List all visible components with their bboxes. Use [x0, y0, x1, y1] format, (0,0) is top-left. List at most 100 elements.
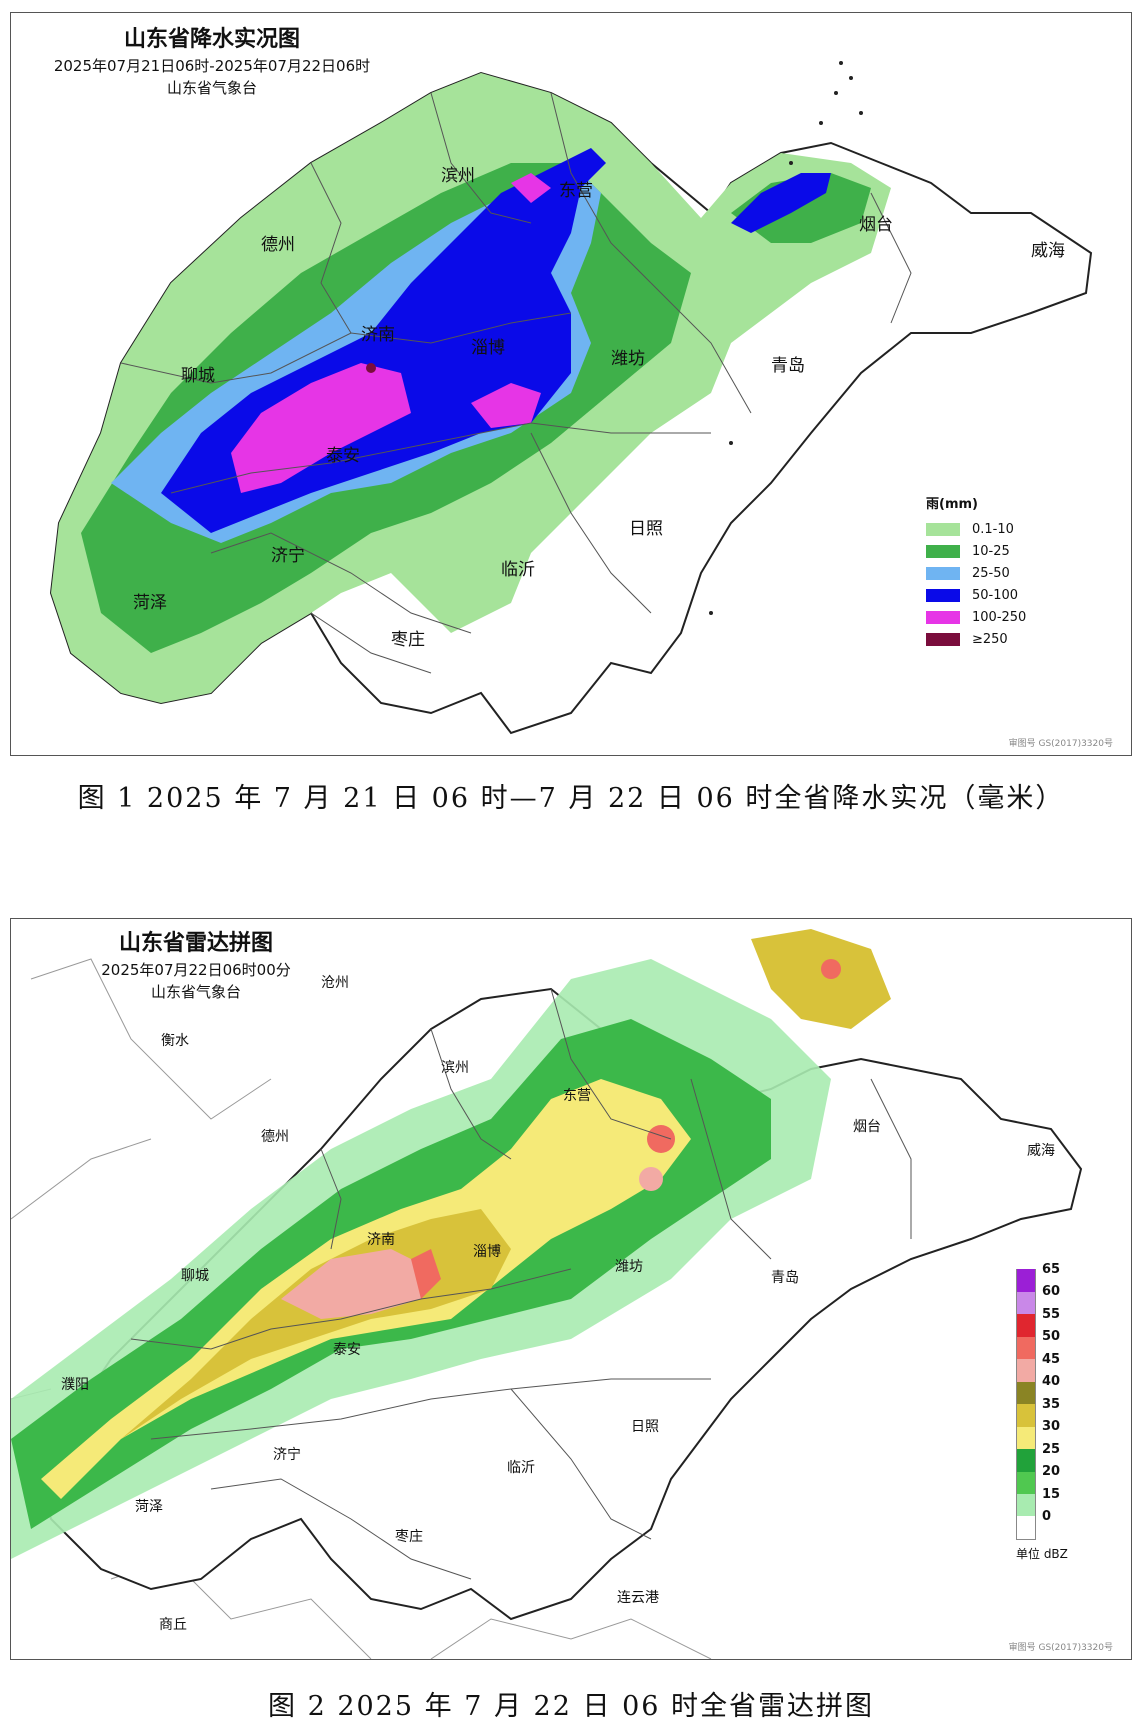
city-label: 东营 [559, 181, 593, 201]
offshore-islands [709, 61, 863, 615]
city-label: 威海 [1027, 1143, 1055, 1159]
city-label: 潍坊 [615, 1259, 643, 1275]
legend-swatch [1016, 1359, 1036, 1382]
legend-item: 45 [1016, 1352, 1068, 1382]
legend-item: 65 [1016, 1262, 1068, 1292]
legend-item: 25-50 [926, 562, 1026, 584]
city-label: 滨州 [441, 166, 475, 186]
map-approval-stamp: 审图号 GS(2017)3320号 [1008, 739, 1113, 749]
legend-swatch [1016, 1404, 1036, 1427]
rainfall-legend: 雨(mm) 0.1-10 10-25 25-50 50-100 100-250 … [926, 493, 1026, 650]
legend-swatch [926, 632, 960, 646]
city-label: 济宁 [273, 1446, 301, 1463]
legend-item: 30 [1016, 1419, 1068, 1449]
city-label: 青岛 [771, 1270, 799, 1286]
city-label: 沧州 [321, 974, 349, 991]
radar-map: 沧州 衡水 滨州 东营 德州 烟台 威海 济南 淄博 聊城 潍坊 青岛 濮阳 泰… [11, 929, 1083, 1659]
city-label: 日照 [631, 1419, 659, 1435]
city-label: 淄博 [471, 338, 505, 358]
city-label: 聊城 [181, 366, 215, 386]
map-title-block: 山东省雷达拼图 2025年07月22日06时00分 山东省气象台 [31, 929, 361, 1003]
rain-100-250-c [511, 173, 551, 203]
city-label: 连云港 [617, 1590, 659, 1606]
city-label: 泰安 [326, 446, 360, 466]
legend-swatch [1016, 1314, 1036, 1337]
echo-50 [411, 1249, 441, 1299]
city-labels: 沧州 衡水 滨州 东营 德州 烟台 威海 济南 淄博 聊城 潍坊 青岛 濮阳 泰… [61, 974, 1055, 1633]
city-label: 潍坊 [611, 349, 645, 369]
city-label: 商丘 [159, 1617, 187, 1633]
city-label: 菏泽 [135, 1499, 163, 1515]
legend-swatch [926, 566, 960, 580]
map-title: 山东省雷达拼图 [118, 931, 273, 956]
city-label: 青岛 [771, 356, 805, 376]
figure-caption: 图 1 2025 年 7 月 21 日 06 时—7 月 22 日 06 时全省… [77, 783, 1065, 814]
legend-swatch [1016, 1426, 1036, 1449]
legend-swatch [1016, 1381, 1036, 1404]
echo-45 [281, 1249, 431, 1319]
rain-100-250-b [471, 383, 541, 428]
echo-north [751, 929, 891, 1029]
legend-unit: 单位 dBZ [1016, 1547, 1068, 1561]
legend-swatch [926, 544, 960, 558]
echo-cell [647, 1125, 675, 1153]
prefecture-borders [120, 92, 912, 674]
city-label: 德州 [261, 235, 295, 255]
city-label: 淄博 [473, 1243, 501, 1260]
city-label: 临沂 [507, 1460, 535, 1476]
prefecture-borders [130, 988, 912, 1580]
city-label: 德州 [261, 1129, 289, 1145]
legend-item: 40 [1016, 1374, 1068, 1404]
city-label: 济宁 [271, 546, 305, 566]
rain-ge250 [366, 363, 376, 373]
precipitation-map: 滨州 东营 德州 烟台 威海 济南 淄博 潍坊 聊城 青岛 泰安 济宁 临沂 日… [49, 61, 1093, 735]
echo-cell [639, 1167, 663, 1191]
city-label: 濮阳 [61, 1377, 89, 1393]
legend-swatch [1016, 1471, 1036, 1494]
map-title-block: 山东省降水实况图 2025年07月21日06时-2025年07月22日06时 山… [17, 25, 407, 99]
legend-item: 10-25 [926, 540, 1026, 562]
city-label: 枣庄 [391, 630, 425, 650]
legend-item: 60 [1016, 1284, 1068, 1314]
legend-item: 0.1-10 [926, 518, 1026, 540]
city-label: 日照 [629, 519, 663, 539]
city-label: 威海 [1031, 241, 1065, 261]
legend-item: 0 [1016, 1509, 1068, 1540]
legend-item: 100-250 [926, 606, 1026, 628]
city-label: 济南 [367, 1232, 395, 1248]
legend-swatch [1016, 1516, 1036, 1540]
city-label: 济南 [361, 325, 395, 345]
legend-item: 55 [1016, 1307, 1068, 1337]
rain-50-100-east [731, 173, 831, 233]
figure-caption: 图 2 2025 年 7 月 22 日 06 时全省雷达拼图 [267, 1691, 875, 1722]
rain-100-250 [231, 363, 411, 493]
legend-item: 50-100 [926, 584, 1026, 606]
map-time: 2025年07月22日06时00分 [101, 961, 291, 979]
legend-swatch [1016, 1336, 1036, 1359]
city-label: 滨州 [441, 1060, 469, 1076]
map-approval-stamp: 审图号 GS(2017)3320号 [1008, 1643, 1113, 1653]
city-label: 枣庄 [395, 1528, 423, 1545]
city-label: 泰安 [333, 1342, 361, 1358]
legend-item: 50 [1016, 1329, 1068, 1359]
radar-map-panel: 沧州 衡水 滨州 东营 德州 烟台 威海 济南 淄博 聊城 潍坊 青岛 濮阳 泰… [10, 918, 1132, 1660]
city-label: 菏泽 [133, 593, 167, 613]
legend-swatch [1016, 1449, 1036, 1472]
legend-swatch [1016, 1494, 1036, 1517]
map-agency: 山东省气象台 [150, 983, 241, 1001]
legend-title: 雨(mm) [926, 497, 978, 512]
city-label: 衡水 [161, 1033, 189, 1049]
legend-swatch [1016, 1269, 1036, 1292]
legend-item: ≥250 [926, 628, 1026, 650]
legend-swatch [1016, 1291, 1036, 1314]
legend-item: 15 [1016, 1487, 1068, 1517]
legend-swatch [926, 588, 960, 602]
precipitation-map-panel: 滨州 东营 德州 烟台 威海 济南 淄博 潍坊 聊城 青岛 泰安 济宁 临沂 日… [10, 12, 1132, 756]
legend-item: 35 [1016, 1397, 1068, 1427]
city-label: 临沂 [501, 560, 535, 580]
reflectivity-legend: 65 60 55 50 45 40 35 30 25 20 15 0 单位 dB… [1016, 1262, 1068, 1562]
map-title: 山东省降水实况图 [123, 27, 300, 52]
legend-swatch [926, 610, 960, 624]
map-period: 2025年07月21日06时-2025年07月22日06时 [53, 57, 371, 75]
city-labels: 滨州 东营 德州 烟台 威海 济南 淄博 潍坊 聊城 青岛 泰安 济宁 临沂 日… [133, 166, 1065, 650]
